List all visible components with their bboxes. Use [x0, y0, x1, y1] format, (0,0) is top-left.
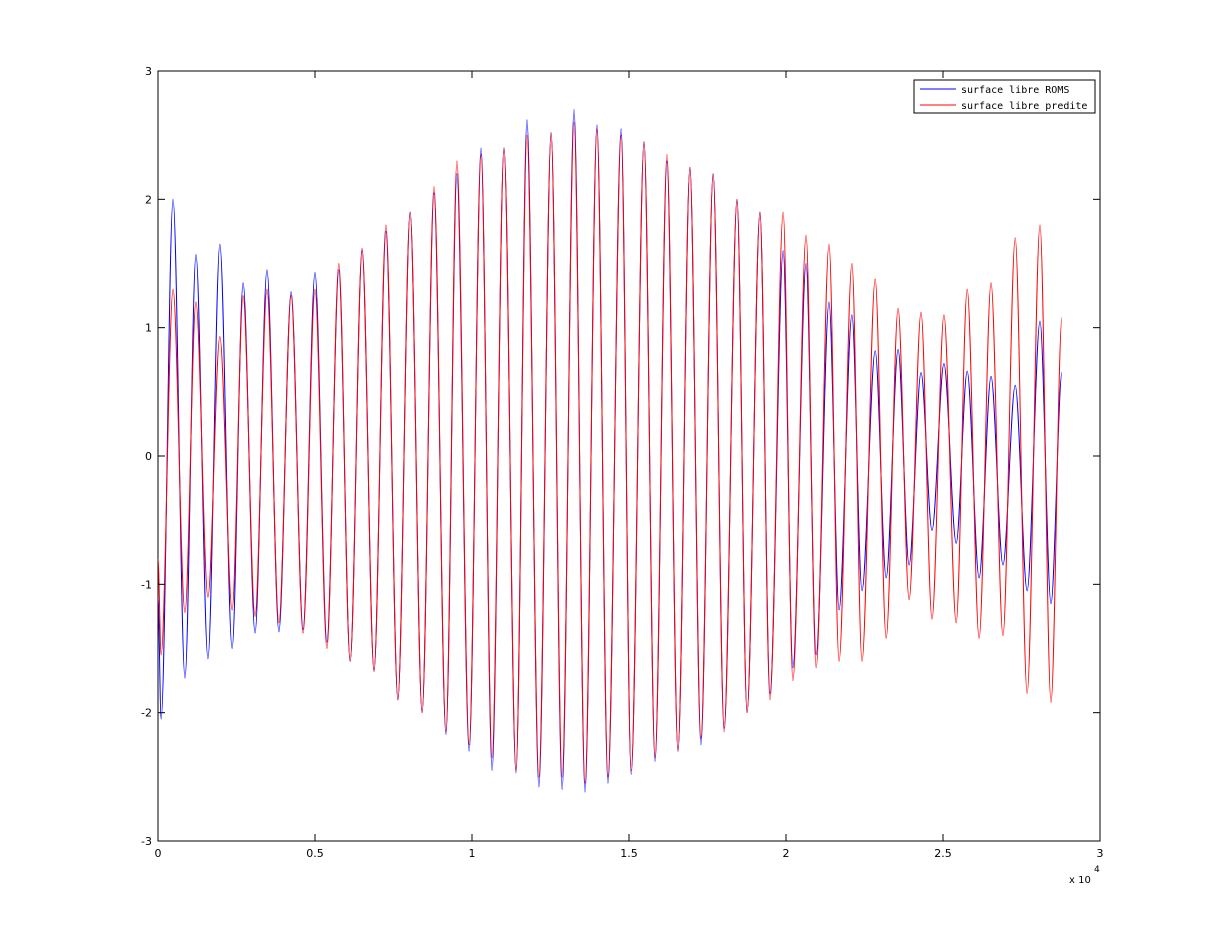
y-tick-label: -1 — [141, 578, 152, 591]
legend-box — [913, 79, 1096, 114]
legend-label: surface libre ROMS — [961, 85, 1069, 96]
y-tick-label: 2 — [145, 193, 152, 206]
x-tick-label: 2.5 — [934, 847, 952, 860]
y-tick-label: -3 — [141, 835, 152, 848]
legend: surface libre ROMS surface libre predite — [913, 79, 1096, 114]
x-multiplier-exponent: 4 — [1094, 865, 1100, 875]
x-tick-label: 1 — [469, 847, 476, 860]
x-multiplier: x 10 — [1069, 875, 1091, 886]
series-line — [157, 121, 1063, 784]
y-tick-label: 0 — [145, 450, 152, 463]
x-tick-label: 2 — [783, 847, 790, 860]
axes: 0 0.5 1 1.5 2 2.5 3 -3 -2 -1 0 1 2 3 x 104 — [141, 65, 1103, 886]
curves — [157, 108, 1063, 793]
x-tick-label: 3 — [1097, 847, 1104, 860]
legend-label: surface libre predite — [961, 101, 1087, 112]
x-tick-label: 1.5 — [620, 847, 638, 860]
y-tick-label: 3 — [145, 65, 152, 78]
y-tick-label: -2 — [141, 707, 152, 720]
x-tick-label: 0 — [155, 847, 162, 860]
y-tick-label: 1 — [145, 322, 152, 335]
plot-area — [157, 70, 1101, 842]
x-tick-label: 0.5 — [306, 847, 324, 860]
